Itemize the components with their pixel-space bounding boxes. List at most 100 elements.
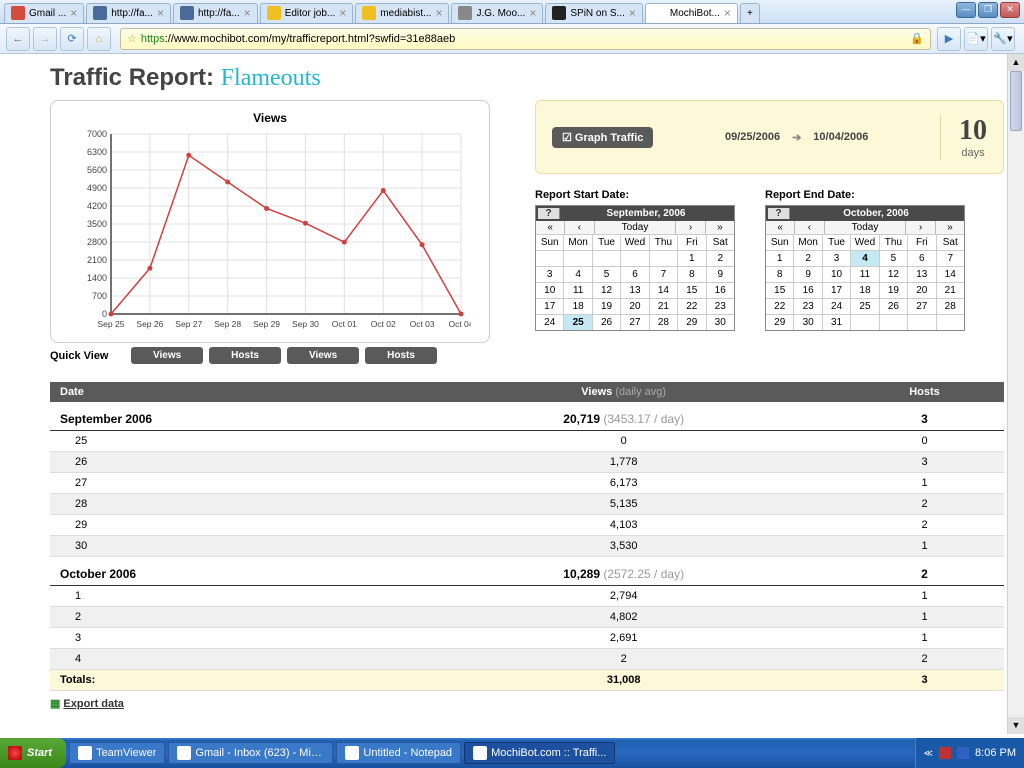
cal-day[interactable]: 28 bbox=[937, 298, 964, 314]
cal-day[interactable]: 17 bbox=[823, 282, 851, 298]
cal-day[interactable]: 15 bbox=[766, 282, 794, 298]
cal-day[interactable]: 2 bbox=[794, 250, 822, 266]
cal-day[interactable]: 20 bbox=[621, 298, 649, 314]
cal-day[interactable]: 13 bbox=[908, 266, 936, 282]
taskbar-item[interactable]: Gmail - Inbox (623) - Mic... bbox=[168, 742, 333, 764]
cal-day[interactable] bbox=[908, 314, 936, 330]
tab-close-icon[interactable]: × bbox=[435, 6, 442, 20]
cal-next-month[interactable]: › bbox=[906, 221, 935, 234]
cal-day[interactable] bbox=[621, 250, 649, 266]
cal-day[interactable]: 9 bbox=[707, 266, 734, 282]
cal-day[interactable]: 31 bbox=[823, 314, 851, 330]
cal-day[interactable]: 18 bbox=[564, 298, 592, 314]
cal-day[interactable]: 26 bbox=[880, 298, 908, 314]
scroll-up-button[interactable]: ▲ bbox=[1008, 54, 1024, 71]
browser-tab[interactable]: J.G. Moo...× bbox=[451, 3, 543, 23]
start-button[interactable]: Start bbox=[0, 738, 66, 768]
tray-icon[interactable] bbox=[957, 747, 969, 759]
cal-day[interactable]: 5 bbox=[880, 250, 908, 266]
browser-tab[interactable]: mediabist...× bbox=[355, 3, 449, 23]
minimize-button[interactable]: — bbox=[956, 2, 976, 18]
browser-tab[interactable]: http://fa...× bbox=[173, 3, 258, 23]
quick-view-button[interactable]: Hosts bbox=[209, 347, 281, 364]
tab-close-icon[interactable]: × bbox=[339, 6, 346, 20]
cal-prev-year[interactable]: « bbox=[536, 221, 565, 234]
cal-prev-month[interactable]: ‹ bbox=[795, 221, 824, 234]
tray-icon[interactable] bbox=[939, 747, 951, 759]
taskbar-item[interactable]: Untitled - Notepad bbox=[336, 742, 461, 764]
close-button[interactable]: ✕ bbox=[1000, 2, 1020, 18]
scrollbar[interactable]: ▲ ▼ bbox=[1007, 54, 1024, 734]
browser-tab[interactable]: Gmail ...× bbox=[4, 3, 84, 23]
cal-day[interactable]: 3 bbox=[536, 266, 564, 282]
quick-view-button[interactable]: Views bbox=[131, 347, 203, 364]
cal-day[interactable] bbox=[937, 314, 964, 330]
cal-today-button[interactable]: Today bbox=[595, 221, 677, 234]
cal-next-year[interactable]: » bbox=[936, 221, 964, 234]
cal-day[interactable]: 22 bbox=[678, 298, 706, 314]
cal-day[interactable]: 17 bbox=[536, 298, 564, 314]
cal-day[interactable]: 16 bbox=[794, 282, 822, 298]
cal-next-month[interactable]: › bbox=[676, 221, 705, 234]
cal-day[interactable]: 29 bbox=[766, 314, 794, 330]
cal-day[interactable] bbox=[593, 250, 621, 266]
browser-tab[interactable]: http://fa...× bbox=[86, 3, 171, 23]
cal-day[interactable]: 8 bbox=[678, 266, 706, 282]
browser-tab[interactable]: Editor job...× bbox=[260, 3, 354, 23]
cal-day[interactable]: 1 bbox=[678, 250, 706, 266]
tray-expand-icon[interactable]: ≪ bbox=[924, 748, 933, 759]
cal-day[interactable] bbox=[851, 314, 879, 330]
cal-day[interactable]: 28 bbox=[650, 314, 678, 330]
browser-tab[interactable]: SPiN on S...× bbox=[545, 3, 642, 23]
cal-day[interactable]: 21 bbox=[650, 298, 678, 314]
tab-close-icon[interactable]: × bbox=[629, 6, 636, 20]
cal-day[interactable]: 23 bbox=[794, 298, 822, 314]
cal-day[interactable]: 9 bbox=[794, 266, 822, 282]
cal-day[interactable]: 23 bbox=[707, 298, 734, 314]
browser-tab[interactable]: MochiBot...× bbox=[645, 3, 738, 23]
page-menu-button[interactable]: 📄▾ bbox=[964, 27, 988, 51]
cal-day[interactable]: 3 bbox=[823, 250, 851, 266]
reload-button[interactable]: ⟳ bbox=[60, 27, 84, 51]
cal-day[interactable]: 12 bbox=[593, 282, 621, 298]
cal-day[interactable]: 6 bbox=[621, 266, 649, 282]
cal-day[interactable]: 15 bbox=[678, 282, 706, 298]
quick-view-button[interactable]: Views bbox=[287, 347, 359, 364]
start-date-calendar[interactable]: Report Start Date: ?September, 2006«‹Tod… bbox=[535, 189, 735, 331]
cal-day[interactable]: 30 bbox=[794, 314, 822, 330]
forward-button[interactable]: → bbox=[33, 27, 57, 51]
cal-today-button[interactable]: Today bbox=[825, 221, 907, 234]
cal-day[interactable]: 12 bbox=[880, 266, 908, 282]
scroll-thumb[interactable] bbox=[1010, 71, 1022, 131]
cal-day[interactable]: 26 bbox=[593, 314, 621, 330]
cal-day[interactable]: 11 bbox=[851, 266, 879, 282]
cal-day[interactable]: 20 bbox=[908, 282, 936, 298]
cal-day[interactable]: 19 bbox=[880, 282, 908, 298]
maximize-button[interactable]: ❐ bbox=[978, 2, 998, 18]
tools-button[interactable]: 🔧▾ bbox=[991, 27, 1015, 51]
back-button[interactable]: ← bbox=[6, 27, 30, 51]
cal-day[interactable]: 1 bbox=[766, 250, 794, 266]
cal-day[interactable]: 30 bbox=[707, 314, 734, 330]
export-link[interactable]: ▦Export data bbox=[50, 697, 1004, 710]
star-icon[interactable]: ☆ bbox=[127, 32, 137, 45]
tab-close-icon[interactable]: × bbox=[157, 6, 164, 20]
cal-day[interactable] bbox=[880, 314, 908, 330]
cal-day[interactable]: 10 bbox=[536, 282, 564, 298]
tab-close-icon[interactable]: × bbox=[244, 6, 251, 20]
taskbar-item[interactable]: TeamViewer bbox=[69, 742, 165, 764]
cal-day[interactable]: 21 bbox=[937, 282, 964, 298]
tab-close-icon[interactable]: × bbox=[70, 6, 77, 20]
cal-day[interactable]: 5 bbox=[593, 266, 621, 282]
cal-day[interactable]: 18 bbox=[851, 282, 879, 298]
cal-next-year[interactable]: » bbox=[706, 221, 734, 234]
cal-day[interactable]: 7 bbox=[650, 266, 678, 282]
taskbar-item[interactable]: MochiBot.com :: Traffi... bbox=[464, 742, 615, 764]
cal-day[interactable]: 16 bbox=[707, 282, 734, 298]
cal-day[interactable]: 4 bbox=[851, 250, 879, 266]
cal-help-button[interactable]: ? bbox=[538, 208, 560, 219]
cal-prev-year[interactable]: « bbox=[766, 221, 795, 234]
tab-close-icon[interactable]: × bbox=[529, 6, 536, 20]
cal-day[interactable]: 25 bbox=[564, 314, 592, 330]
cal-day[interactable]: 29 bbox=[678, 314, 706, 330]
